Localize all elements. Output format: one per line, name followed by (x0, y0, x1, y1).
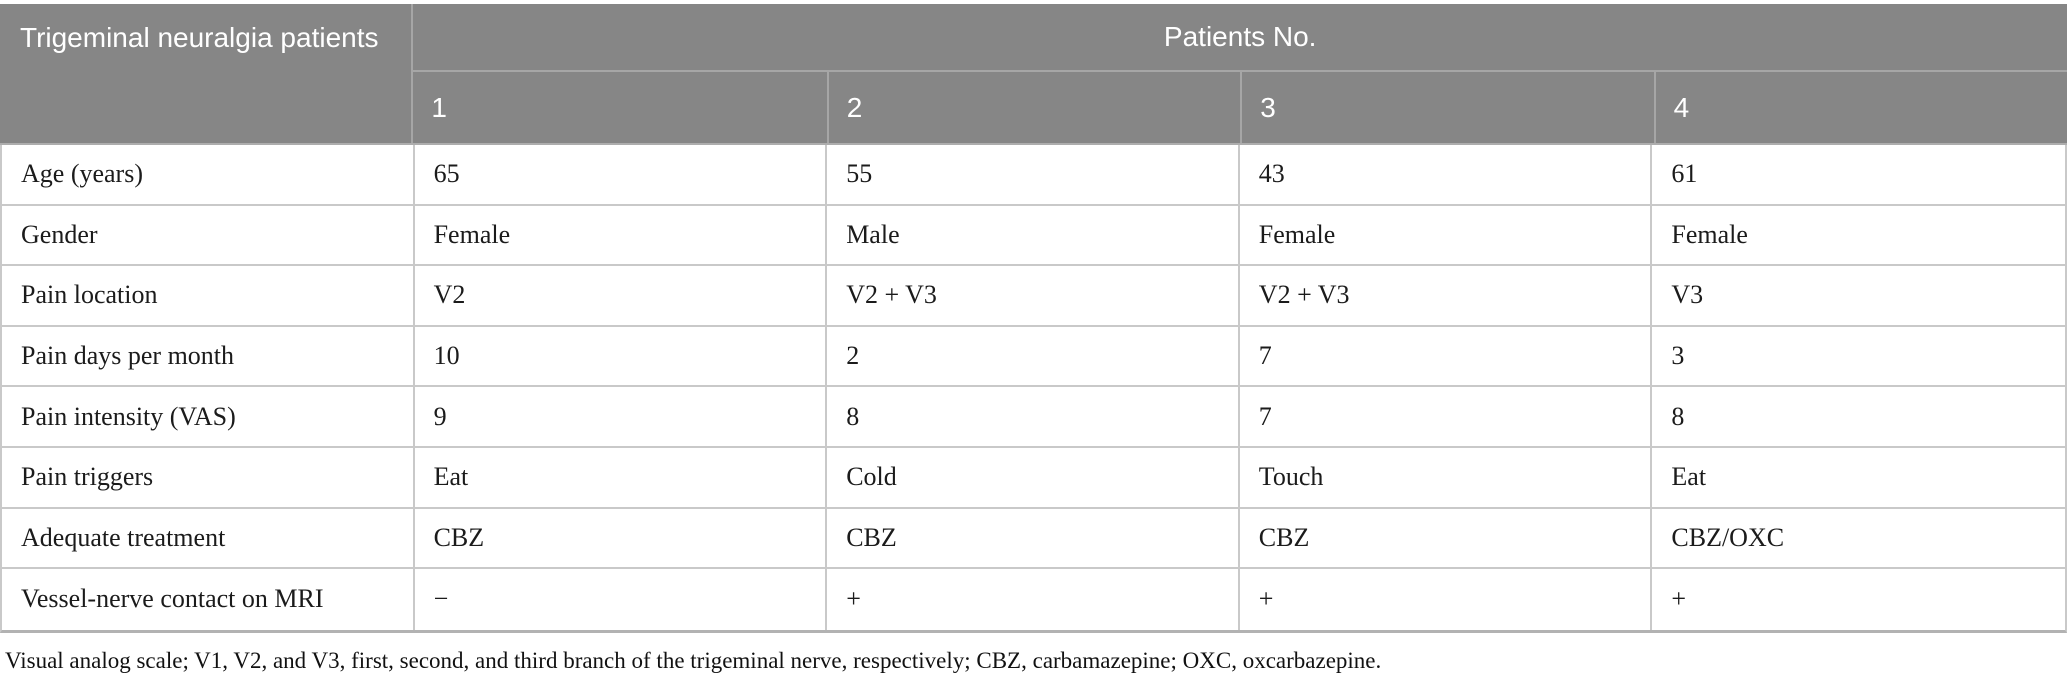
cell-pain-days-p1: 10 (414, 326, 828, 388)
cell-pain-intensity-p4: 8 (1652, 387, 2065, 448)
cell-treatment-p3: CBZ (1239, 508, 1653, 570)
cell-age-p4: 61 (1652, 145, 2065, 206)
cell-mri-contact-p1: − (414, 569, 828, 630)
cell-mri-contact-p4: + (1652, 569, 2065, 630)
row-label-adequate-treatment: Adequate treatment (2, 508, 415, 570)
table-footnote: Visual analog scale; V1, V2, and V3, fir… (5, 647, 1382, 673)
cell-treatment-p4: CBZ/OXC (1652, 508, 2065, 570)
cell-pain-location-p1: V2 (414, 266, 828, 327)
cell-gender-p1: Female (414, 205, 828, 267)
cell-pain-intensity-p2: 8 (827, 387, 1240, 448)
patients-no-header-cell: Patients No. (413, 4, 2067, 72)
cell-pain-location-p2: V2 + V3 (827, 266, 1240, 327)
cell-gender-p2: Male (827, 205, 1240, 267)
cell-pain-location-p4: V3 (1652, 266, 2065, 327)
cell-mri-contact-p3: + (1239, 569, 1653, 630)
cell-pain-triggers-p4: Eat (1652, 447, 2065, 509)
row-label-pain-triggers: Pain triggers (2, 447, 415, 509)
cell-pain-days-p2: 2 (827, 326, 1240, 388)
row-label-gender: Gender (2, 205, 415, 267)
table-header: Trigeminal neuralgia patients Patients N… (0, 4, 2067, 145)
patient-column-header-4: 4 (1653, 72, 2067, 143)
table-body: Age (years) 65 55 43 61 Gender Female Ma… (0, 145, 2067, 633)
cell-age-p1: 65 (414, 145, 828, 206)
corner-header-cell: Trigeminal neuralgia patients (0, 4, 414, 143)
cell-treatment-p2: CBZ (827, 508, 1240, 570)
cell-pain-days-p4: 3 (1652, 326, 2065, 388)
row-label-age: Age (years) (2, 145, 415, 206)
row-label-vessel-nerve-contact: Vessel-nerve contact on MRI (2, 569, 415, 630)
cell-gender-p4: Female (1652, 205, 2065, 267)
cell-pain-triggers-p3: Touch (1239, 447, 1653, 509)
cell-pain-intensity-p3: 7 (1239, 387, 1653, 448)
patient-column-header-1: 1 (431, 91, 447, 123)
cell-treatment-p1: CBZ (414, 508, 828, 570)
patient-column-header-3: 3 (1240, 72, 1653, 143)
cell-pain-days-p3: 7 (1239, 326, 1653, 388)
cell-pain-triggers-p1: Eat (414, 447, 828, 509)
cell-pain-triggers-p2: Cold (827, 447, 1240, 509)
cell-pain-intensity-p1: 9 (414, 387, 828, 448)
row-label-pain-days: Pain days per month (2, 326, 415, 388)
cell-mri-contact-p2: + (827, 569, 1240, 630)
cell-age-p2: 55 (827, 145, 1240, 206)
cell-age-p3: 43 (1239, 145, 1653, 206)
row-label-pain-intensity: Pain intensity (VAS) (2, 387, 415, 448)
patient-column-header-2: 2 (826, 72, 1240, 143)
cell-pain-location-p3: V2 + V3 (1239, 266, 1653, 327)
cell-gender-p3: Female (1239, 205, 1653, 267)
row-label-pain-location: Pain location (2, 266, 415, 327)
